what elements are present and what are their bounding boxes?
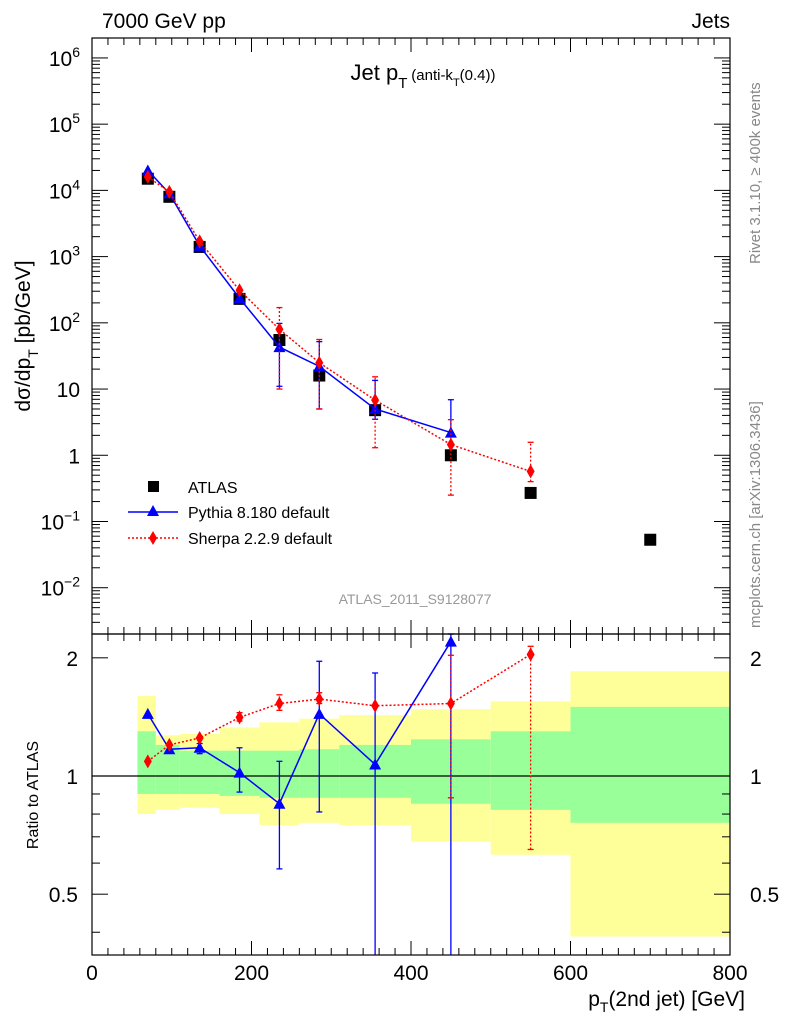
band-stat-9 [570, 706, 730, 823]
ratio-sherpa-point-1 [165, 737, 174, 752]
x-tick-label-4: 800 [712, 962, 747, 985]
ratio-sherpa-point-2 [195, 730, 204, 745]
ratio-sherpa-point-3 [235, 710, 244, 725]
header-right: Jets [691, 10, 730, 33]
band-stat-2 [179, 750, 220, 794]
main-sherpa-point-3 [235, 283, 244, 298]
ratio-sherpa-point-7 [446, 696, 455, 711]
main-sherpa-point-6 [371, 393, 380, 408]
main-y-tick-label-0: 10−2 [41, 574, 81, 601]
ratio-y-tick-label-right-1: 1 [750, 766, 762, 789]
ratio-pythia-point-4 [273, 797, 286, 809]
legend-label-atlas: ATLAS [188, 480, 238, 497]
main-y-tick-label-6: 104 [49, 176, 80, 203]
main-sherpa-point-5 [315, 355, 324, 370]
ratio-y-axis-label: Ratio to ATLAS [25, 741, 42, 849]
ratio-pythia-point-0 [141, 707, 154, 719]
main-atlas-point-7 [444, 449, 457, 462]
ratio-pythia-point-2 [193, 741, 206, 753]
ratio-pythia-point-6 [369, 758, 382, 770]
main-sherpa-point-8 [526, 464, 535, 479]
main-y-tick-label-8: 106 [49, 44, 80, 71]
legend-marker-pythia [147, 505, 159, 516]
mcplots-label: mcplots.cern.ch [arXiv:1306.3436] [747, 401, 764, 628]
legend-marker-atlas [148, 481, 159, 492]
legend-marker-sherpa [149, 531, 157, 545]
ratio-y-tick-label-right-2: 2 [750, 648, 762, 671]
main-y-tick-label-7: 105 [49, 110, 80, 137]
chart-title: Jet pT (anti-kT(0.4)) [350, 60, 495, 92]
main-y-tick-label-3: 10 [57, 379, 80, 402]
ratio-pythia-point-5 [313, 707, 326, 719]
watermark: ATLAS_2011_S9128077 [339, 591, 492, 607]
legend-label-sherpa: Sherpa 2.2.9 default [188, 531, 333, 548]
main-y-tick-label-5: 103 [49, 243, 80, 270]
ratio-pythia-line [147, 641, 452, 805]
legend-label-pythia: Pythia 8.180 default [188, 505, 330, 522]
rivet-label: Rivet 3.1.10, ≥ 400k events [747, 82, 764, 264]
main-y-tick-label-4: 102 [49, 309, 80, 336]
ratio-y-tick-label-left-1: 1 [66, 766, 78, 789]
ratio-sherpa-point-0 [143, 754, 152, 769]
ratio-y-tick-label-left-2: 2 [66, 648, 78, 671]
ratio-sherpa-point-5 [315, 692, 324, 707]
main-pythia-point-6 [369, 402, 382, 414]
main-sherpa-point-1 [165, 184, 174, 199]
ratio-sherpa-point-6 [371, 698, 380, 713]
x-axis-label: pT(2nd jet) [GeV] [588, 988, 745, 1015]
band-stat-8 [490, 731, 571, 810]
main-pythia-point-4 [273, 341, 286, 353]
main-atlas-point-9 [644, 533, 657, 546]
frames-and-ticks [91, 37, 731, 956]
main-y-axis-label: dσ/dpT [pb/GeV] [12, 260, 41, 411]
main-sherpa-line [147, 176, 531, 473]
x-tick-label-2: 400 [393, 962, 428, 985]
main-sherpa-point-2 [195, 234, 204, 249]
header-left: 7000 GeV pp [102, 10, 226, 33]
ratio-pythia-point-3 [233, 766, 246, 778]
legend: ATLAS Pythia 8.180 default Sherpa 2.2.9 … [128, 480, 333, 548]
main-atlas-point-8 [524, 486, 537, 499]
main-pythia-point-3 [233, 292, 246, 304]
main-pythia-line [147, 169, 452, 434]
ratio-y-tick-label-left-0: 0.5 [49, 884, 78, 907]
ratio-sherpa-point-8 [526, 647, 535, 662]
x-tick-label-0: 0 [86, 962, 98, 985]
x-tick-label-1: 200 [234, 962, 269, 985]
main-sherpa-point-4 [275, 322, 284, 337]
ratio-y-tick-label-right-0: 0.5 [750, 884, 779, 907]
ratio-pythia-point-7 [444, 635, 457, 647]
x-tick-label-3: 600 [553, 962, 588, 985]
main-y-tick-label-1: 10−1 [41, 507, 81, 534]
main-sherpa-point-7 [446, 437, 455, 452]
band-stat-1 [155, 744, 180, 794]
main-y-tick-label-2: 1 [68, 445, 80, 468]
ratio-uncertainty-bands [137, 671, 730, 937]
axis-labels: 0 200 400 600 800 10−2 10−1 1 10 102 103 104 105 106 0… [12, 44, 779, 1015]
ratio-sherpa-point-4 [275, 696, 284, 711]
main-pythia-point-7 [444, 426, 457, 438]
main-sherpa-point-0 [143, 169, 152, 184]
series-layer [141, 164, 657, 955]
